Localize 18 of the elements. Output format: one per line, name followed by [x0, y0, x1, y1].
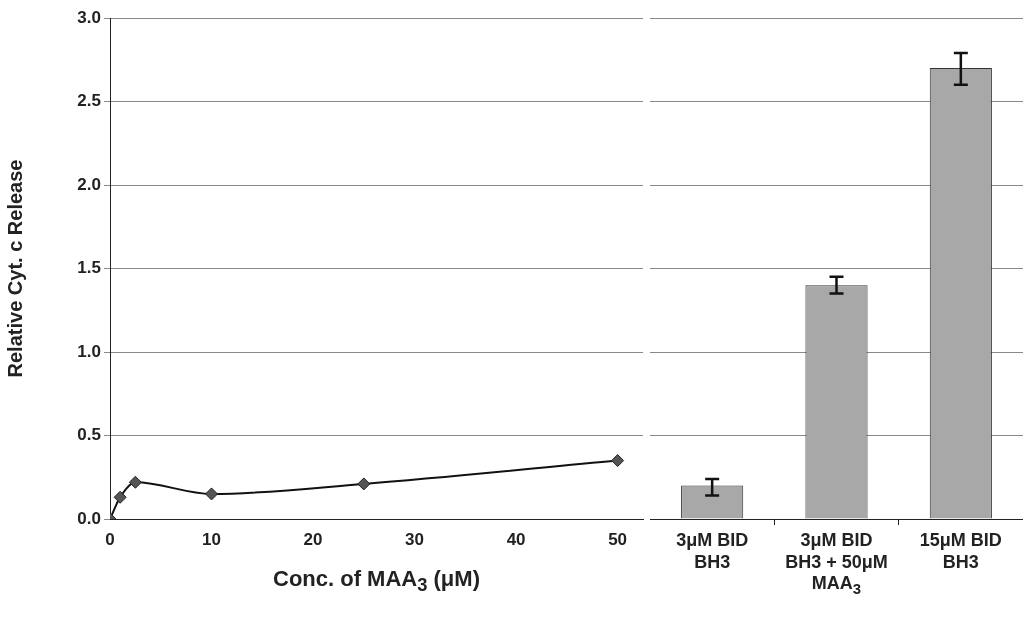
y-axis-title: Relative Cyt. c Release — [3, 159, 26, 378]
y-tick-label: 2.0 — [77, 174, 101, 194]
x-tick-label: 40 — [506, 529, 526, 549]
y-tick-label: 2.5 — [77, 91, 101, 111]
x-tick-label: 0 — [105, 529, 115, 549]
x-tick-label: 3μM BID BH3 — [675, 530, 750, 574]
x-tick-label: 50 — [608, 529, 628, 549]
y-tick-label: 0.5 — [77, 425, 101, 445]
x-tick-label: 10 — [202, 529, 221, 549]
x-tick-label: 30 — [405, 529, 425, 549]
y-tick-label: 1.5 — [77, 258, 101, 278]
x-tick-label: 15μM BID BH3 — [918, 530, 1003, 574]
y-tick-label: 3.0 — [77, 7, 101, 27]
x-tick-label: 20 — [303, 529, 323, 549]
y-tick-label: 1.0 — [77, 341, 101, 361]
x-tick-label: 3μM BID BH3 + 50μM MAA$_{3}$ — [784, 530, 889, 598]
y-tick-label: 0.0 — [77, 508, 101, 528]
x-axis-title: Conc. of MAA$_{3}$ (μM) — [272, 566, 481, 597]
